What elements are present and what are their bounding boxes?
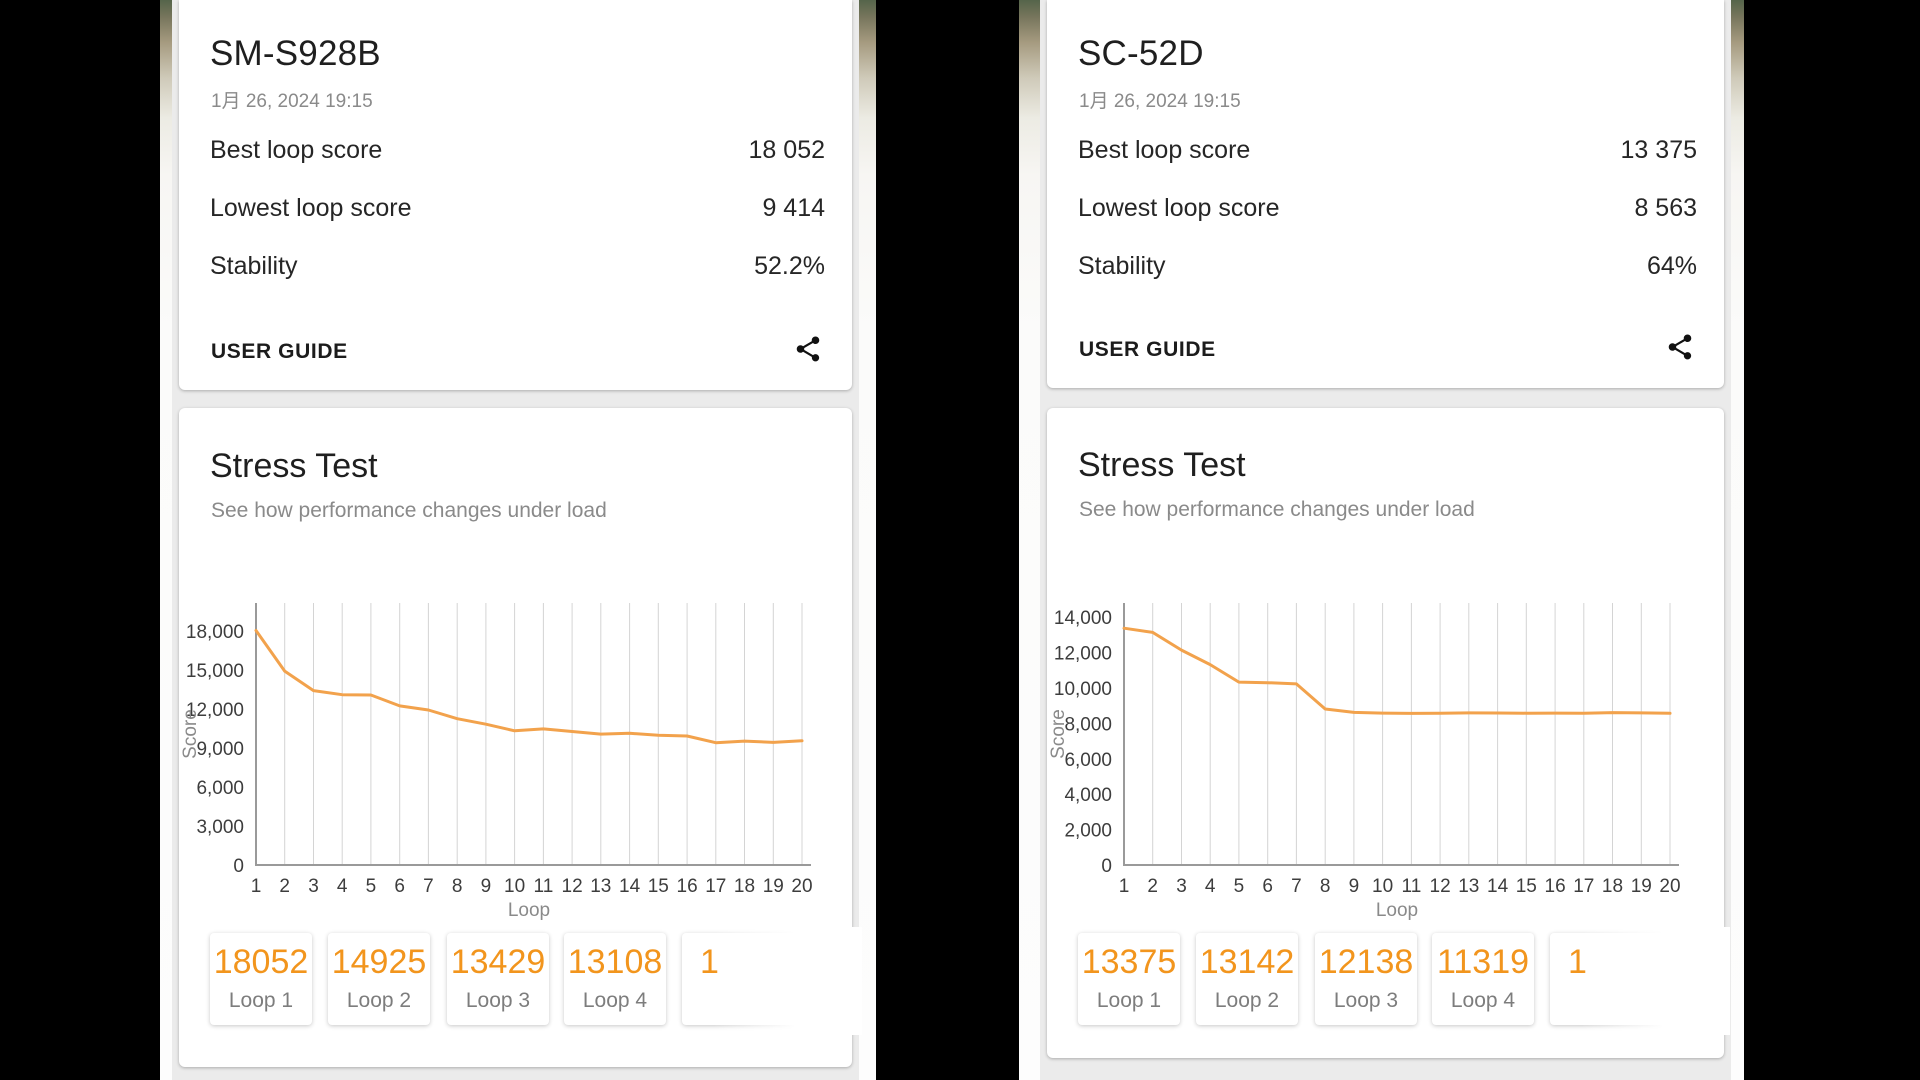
background-photo-sliver-mid-left <box>859 0 876 1080</box>
row-value: 13 375 <box>1620 136 1697 164</box>
row-label: Stability <box>210 252 298 280</box>
score-row: Lowest loop score 8 563 <box>1078 194 1697 224</box>
score-row: Stability 52.2% <box>210 252 825 282</box>
row-label: Stability <box>1078 252 1166 280</box>
loop-label: Loop 2 <box>1214 989 1280 1012</box>
score-row: Lowest loop score 9 414 <box>210 194 825 224</box>
loop-label: Loop 4 <box>582 989 648 1012</box>
background-photo-sliver-mid-right <box>1019 0 1040 1080</box>
result-summary-card: SM-S928B 1月 26, 2024 19:15 Best loop sco… <box>179 0 852 390</box>
background-photo-sliver-left <box>160 0 172 1080</box>
loop-score: 1 <box>1568 943 1587 981</box>
row-label: Lowest loop score <box>210 194 412 222</box>
stress-test-title: Stress Test <box>210 447 378 485</box>
loop-chip: 18052 Loop 1 <box>210 933 312 1025</box>
share-button[interactable] <box>793 332 825 368</box>
loop-score: 12138 <box>1318 943 1414 981</box>
loop-score: 13429 <box>450 943 546 981</box>
user-guide-link[interactable]: USER GUIDE <box>211 340 348 363</box>
share-icon <box>796 336 820 362</box>
loop-chip: 13142 Loop 2 <box>1196 933 1298 1025</box>
row-value: 52.2% <box>754 252 825 280</box>
row-label: Lowest loop score <box>1078 194 1280 222</box>
right-screenshot: SC-52D 1月 26, 2024 19:15 Best loop score… <box>1040 0 1731 1080</box>
result-summary-card: SC-52D 1月 26, 2024 19:15 Best loop score… <box>1047 0 1724 388</box>
share-button[interactable] <box>1665 330 1697 366</box>
row-label: Best loop score <box>210 136 383 164</box>
loop-label: Loop 1 <box>1096 989 1162 1012</box>
loop-chip-partial: 1 <box>682 927 862 1035</box>
loop-chip: 11319 Loop 4 <box>1432 933 1534 1025</box>
score-row: Stability 64% <box>1078 252 1697 282</box>
loop-chip: 13108 Loop 4 <box>564 933 666 1025</box>
left-screenshot: SM-S928B 1月 26, 2024 19:15 Best loop sco… <box>172 0 862 1080</box>
loop-chip: 14925 Loop 2 <box>328 933 430 1025</box>
result-date: 1月 26, 2024 19:15 <box>211 91 373 112</box>
loop-score: 13108 <box>567 943 663 981</box>
loop-chip: 13375 Loop 1 <box>1078 933 1180 1025</box>
device-name: SM-S928B <box>210 34 381 73</box>
background-photo-sliver-right <box>1731 0 1744 1080</box>
stress-test-title: Stress Test <box>1078 446 1246 484</box>
loop-score: 13375 <box>1081 943 1177 981</box>
loop-label: Loop 1 <box>228 989 294 1012</box>
loop-chip: 12138 Loop 3 <box>1315 933 1417 1025</box>
loop-label: Loop 2 <box>346 989 412 1012</box>
stress-test-subtitle: See how performance changes under load <box>211 499 607 522</box>
row-value: 9 414 <box>762 194 825 222</box>
loop-score: 13142 <box>1199 943 1295 981</box>
share-icon <box>1668 334 1692 360</box>
loop-score: 14925 <box>331 943 427 981</box>
stress-test-subtitle: See how performance changes under load <box>1079 498 1475 521</box>
loop-label: Loop 3 <box>465 989 531 1012</box>
score-row: Best loop score 13 375 <box>1078 136 1697 166</box>
loop-score: 11319 <box>1436 943 1530 981</box>
score-row: Best loop score 18 052 <box>210 136 825 166</box>
row-value: 8 563 <box>1634 194 1697 222</box>
row-value: 64% <box>1646 252 1697 280</box>
row-label: Best loop score <box>1078 136 1251 164</box>
loop-score: 1 <box>700 943 719 981</box>
loop-chip: 13429 Loop 3 <box>447 933 549 1025</box>
loop-score: 18052 <box>213 943 309 981</box>
device-name: SC-52D <box>1078 34 1204 73</box>
row-value: 18 052 <box>748 136 825 164</box>
loop-label: Loop 3 <box>1333 989 1399 1012</box>
loop-label: Loop 4 <box>1450 989 1516 1012</box>
user-guide-link[interactable]: USER GUIDE <box>1079 338 1216 361</box>
result-date: 1月 26, 2024 19:15 <box>1079 91 1241 112</box>
loop-chip-partial: 1 <box>1550 927 1730 1035</box>
